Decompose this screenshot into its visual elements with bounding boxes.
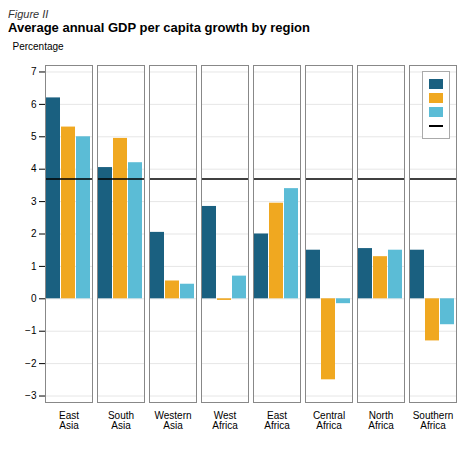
html-text:Average annual GDP per capita: Average annual GDP per capita growth by … — [8, 20, 310, 35]
svg-text:SouthAsia: SouthAsia — [108, 410, 134, 431]
svg-text:EastAsia: EastAsia — [59, 410, 79, 431]
svg-text:1: 1 — [31, 261, 37, 272]
svg-text:−2: −2 — [25, 358, 37, 369]
svg-text:EastAfrica: EastAfrica — [264, 410, 290, 431]
svg-text:−1: −1 — [25, 325, 37, 336]
svg-text:3: 3 — [31, 196, 37, 207]
svg-text:NorthAfrica: NorthAfrica — [368, 410, 394, 431]
svg-text:2: 2 — [31, 228, 37, 239]
svg-text:CentralAfrica: CentralAfrica — [313, 410, 345, 431]
svg-text:7: 7 — [31, 66, 37, 77]
svg-text:SouthernAfrica: SouthernAfrica — [413, 410, 454, 431]
svg-text:6: 6 — [31, 99, 37, 110]
svg-text:5: 5 — [31, 131, 37, 142]
html-text:Figure II: Figure II — [8, 8, 49, 20]
svg-text:−3: −3 — [25, 390, 37, 401]
svg-text:Percentage: Percentage — [13, 41, 65, 52]
svg-text:4: 4 — [31, 163, 37, 174]
svg-text:0: 0 — [31, 293, 37, 304]
svg-text:WestAfrica: WestAfrica — [212, 410, 238, 431]
svg-text:WesternAsia: WesternAsia — [154, 410, 191, 431]
